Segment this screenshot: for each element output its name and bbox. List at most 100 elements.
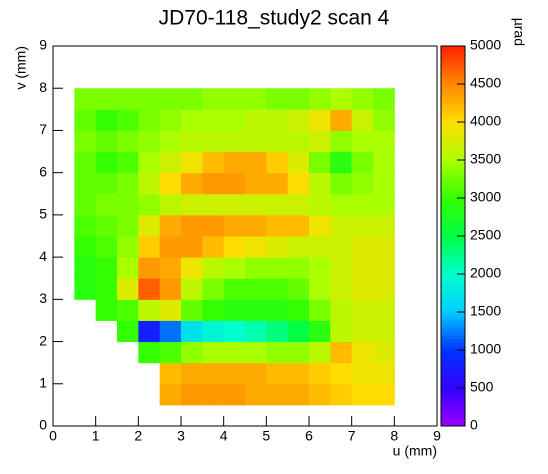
colorbar-tick-label: 4000 [470,113,501,129]
y-tick-label: 1 [39,374,47,390]
heatmap-cell [95,109,118,131]
heatmap-cell [309,278,331,300]
heatmap-cell [309,341,331,364]
colorbar-strip [441,243,465,248]
colorbar-strip [441,308,465,313]
y-axis-label: v (mm) [13,46,29,90]
heatmap-cell [351,151,374,174]
colorbar-strip [441,201,465,207]
colorbar-strip [441,312,465,317]
colorbar-strip [441,53,465,58]
heatmap-cell [159,299,182,321]
heatmap-cell [330,383,353,406]
colorbar-tick-label: 1000 [470,341,501,357]
colorbar-strip [441,46,465,51]
colorbar-strip [441,353,465,359]
colorbar-strip [441,156,465,161]
colorbar-strip [441,369,465,374]
heatmap-cell [202,236,225,258]
colorbar-tick-label: 4500 [470,75,501,91]
colorbar-strip [441,384,465,389]
colorbar-strip [441,327,465,332]
colorbar-strip [441,365,465,370]
colorbar-strip [441,182,465,188]
colorbar-strip [441,137,465,142]
heatmap-cell [330,299,353,321]
y-tick-label: 0 [39,417,47,433]
x-tick-label: 5 [262,428,270,444]
colorbar-strip [441,315,465,321]
heatmap-cell [330,341,353,364]
heatmap-cell [181,362,203,385]
heatmap-cell [330,130,353,153]
colorbar-strip [441,357,465,362]
heatmap-cell [159,193,182,216]
heatmap-cell [223,383,246,406]
heatmap-cells [74,88,395,406]
heatmap-cell [373,88,395,110]
colorbar-strip [441,171,465,176]
colorbar-strip [441,213,465,218]
heatmap-cell [351,109,374,131]
colorbar-strip [441,103,465,108]
heatmap-cell [287,88,310,110]
heatmap-cell [223,299,246,321]
heatmap-cell [202,362,225,385]
y-tick-label: 9 [39,37,47,53]
heatmap-cell [74,236,97,258]
heatmap-cell [223,362,246,385]
heatmap-cell [266,172,289,195]
colorbar-strip [441,334,465,340]
heatmap-cell [287,362,310,385]
colorbar-strip [441,300,465,305]
colorbar-strip [441,186,465,191]
heatmap-cell [202,109,225,131]
heatmap-cell [223,278,246,300]
heatmap-cell [309,299,331,321]
colorbar-strip [441,65,465,70]
heatmap-cell [330,320,353,343]
heatmap-cell [287,130,310,153]
colorbar-strip [441,118,465,123]
heatmap-cell [266,193,289,216]
colorbar-strip [441,285,465,290]
heatmap-cell [95,151,118,174]
heatmap-cell [266,278,289,300]
heatmap-cell [351,88,374,110]
heatmap-cell [159,320,182,343]
heatmap-cell [373,109,395,131]
colorbar-strip [441,338,465,343]
heatmap-cell [287,172,310,195]
heatmap-cell [117,109,139,131]
y-tick-label: 8 [39,79,47,95]
heatmap-cell [223,341,246,364]
heatmap-cell [309,130,331,153]
colorbar-strip [441,331,465,336]
heatmap-cell [309,320,331,343]
heatmap-cell [202,172,225,195]
heatmap-cell [330,109,353,131]
heatmap-cell [117,278,139,300]
colorbar-strip [441,323,465,328]
heatmap-cell [309,172,331,195]
heatmap-cell [223,193,246,216]
colorbar-strip [441,380,465,385]
heatmap-cell [266,383,289,406]
heatmap-cell [223,257,246,279]
heatmap-cell [202,278,225,300]
colorbar-strip [441,76,465,81]
heatmap-cell [159,257,182,279]
colorbar-strip [441,395,465,400]
heatmap-cell [287,299,310,321]
heatmap-cell [159,362,182,385]
colorbar-strip [441,232,465,237]
heatmap-cell [181,257,203,279]
colorbar-strip [441,251,465,256]
heatmap-cell [266,341,289,364]
heatmap-cell [287,383,310,406]
heatmap-cell [117,257,139,279]
heatmap-cell [266,214,289,237]
colorbar-strip [441,61,465,66]
heatmap-cell [74,172,97,195]
chart-title: JD70-118_study2 scan 4 [159,7,390,30]
